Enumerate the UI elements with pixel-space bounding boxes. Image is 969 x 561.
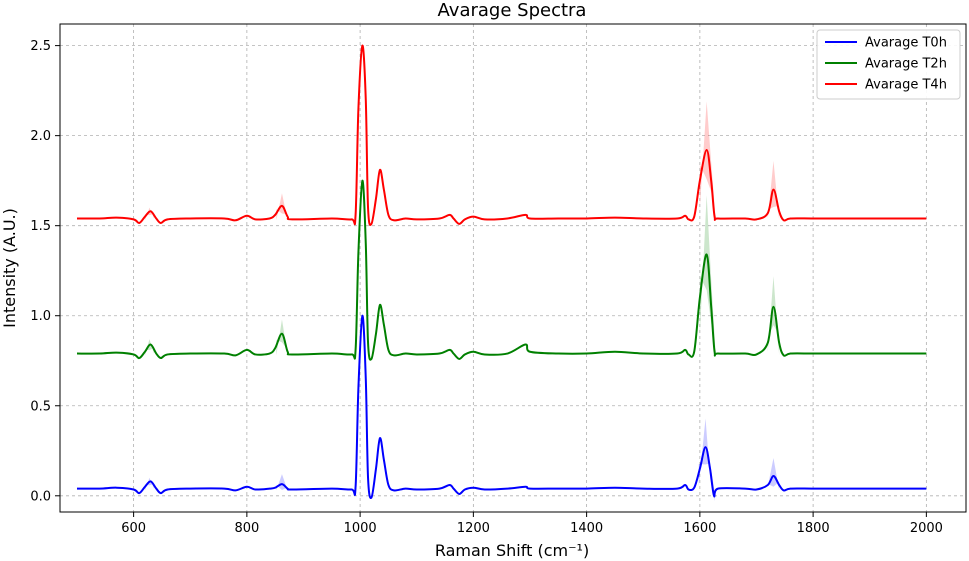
plot-frame [59, 23, 967, 513]
y-tick-label: 0.5 [30, 399, 51, 414]
variance-band [276, 319, 288, 356]
variance-band [144, 207, 154, 221]
y-tick-label: 2.0 [30, 129, 51, 144]
variance-band [767, 457, 780, 491]
y-tick-label: 2.5 [30, 39, 51, 54]
legend-box [816, 29, 961, 100]
chart-title: Avarage Spectra [438, 0, 587, 21]
x-tick-label: 1600 [683, 521, 716, 536]
x-axis-ticks: 600 800 1000 1200 1400 1600 1800 2000 [121, 512, 943, 536]
y-axis-label: Intensity (A.U.) [0, 208, 19, 328]
x-tick-label: 800 [234, 521, 259, 536]
x-tick-label: 1200 [457, 521, 490, 536]
y-tick-label: 1.0 [30, 309, 51, 324]
series-line [76, 44, 927, 226]
series-lines [76, 44, 927, 499]
grid [60, 24, 966, 512]
legend: Avarage T0h Avarage T2h Avarage T4h [816, 29, 961, 100]
variance-bands [144, 101, 780, 502]
x-tick-label: 1000 [344, 521, 377, 536]
variance-band [767, 276, 780, 356]
y-tick-label: 0.0 [30, 489, 51, 504]
x-tick-label: 600 [121, 521, 146, 536]
series-line [76, 314, 927, 499]
series-line [76, 179, 927, 361]
legend-label: Avarage T0h [865, 36, 947, 51]
variance-band [698, 418, 715, 502]
legend-label: Avarage T2h [865, 57, 947, 72]
x-tick-label: 2000 [910, 521, 943, 536]
x-axis-label: Raman Shift (cm⁻¹) [435, 541, 589, 560]
legend-label: Avarage T4h [865, 78, 947, 93]
variance-band [144, 477, 154, 491]
x-tick-label: 1400 [570, 521, 603, 536]
variance-band [144, 339, 154, 356]
x-tick-label: 1800 [797, 521, 830, 536]
y-tick-label: 1.5 [30, 219, 51, 234]
y-axis-ticks: 0.0 0.5 1.0 1.5 2.0 2.5 [30, 39, 60, 504]
